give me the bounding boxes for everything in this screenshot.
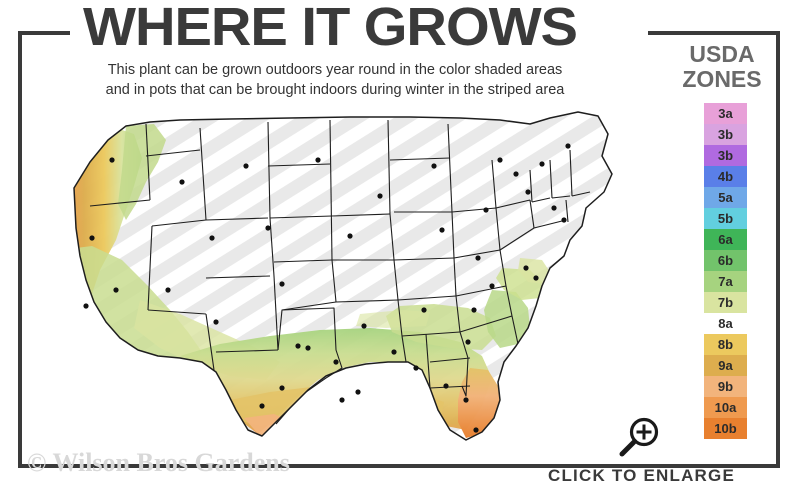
magnifier-svg <box>619 417 659 457</box>
legend-swatch-10b-15: 10b <box>704 418 747 439</box>
frame-border-top-right <box>648 31 780 35</box>
legend-swatch-7b-9: 7b <box>704 292 747 313</box>
subtitle-line-1: This plant can be grown outdoors year ro… <box>107 62 563 78</box>
map-svg <box>73 111 613 441</box>
subtitle: This plant can be grown outdoors year ro… <box>35 60 635 100</box>
legend-swatch-4b-3: 4b <box>704 166 747 187</box>
legend-swatch-3b-1: 3b <box>704 124 747 145</box>
legend-swatch-3a-0: 3a <box>704 103 747 124</box>
legend-swatch-7a-8: 7a <box>704 271 747 292</box>
legend-title-line-1: USDA <box>689 41 755 67</box>
map-city-dots <box>83 143 571 433</box>
map-state-borders <box>73 111 613 441</box>
page-title: WHERE IT GROWS <box>83 0 578 57</box>
usda-zone-map[interactable] <box>30 100 650 450</box>
legend-swatch-8b-11: 8b <box>704 334 747 355</box>
frame-border-top-left <box>18 31 70 35</box>
usda-zone-legend: 3a 3b 3b 4b 5a 5b 6a 6b 7a 7b 8a 8b 9a 9b 10a 10b <box>704 103 747 439</box>
frame-border-right <box>776 31 780 468</box>
legend-swatch-6a-6: 6a <box>704 229 747 250</box>
legend-swatch-3b-2: 3b <box>704 145 747 166</box>
legend-swatch-10a-14: 10a <box>704 397 747 418</box>
subtitle-line-2: and in pots that can be brought indoors … <box>105 82 565 98</box>
watermark: © Wilson Bros Gardens <box>27 448 290 477</box>
legend-swatch-5a-4: 5a <box>704 187 747 208</box>
map-color-shaded-regions <box>74 124 550 438</box>
frame-border-left <box>18 31 22 468</box>
legend-swatch-8a-10: 8a <box>718 316 733 331</box>
legend-swatch-9a-12: 9a <box>704 355 747 376</box>
legend-title-line-2: ZONES <box>682 66 762 92</box>
magnifier-plus-icon[interactable] <box>617 415 663 461</box>
frame-border-bottom <box>18 464 780 468</box>
legend-swatch-6b-7: 6b <box>704 250 747 271</box>
legend-title: USDA ZONES <box>664 42 780 92</box>
legend-swatch-9b-13: 9b <box>704 376 747 397</box>
legend-swatch-5b-5: 5b <box>704 208 747 229</box>
click-to-enlarge-label[interactable]: CLICK TO ENLARGE <box>548 466 736 485</box>
